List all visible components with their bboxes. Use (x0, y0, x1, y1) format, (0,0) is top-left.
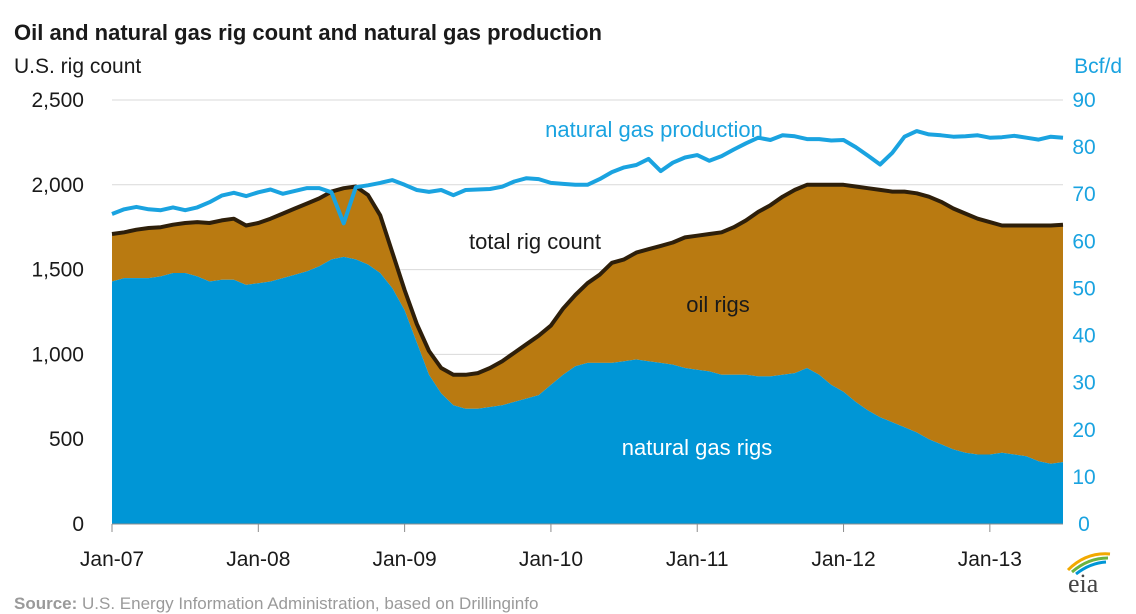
chart-title: Oil and natural gas rig count and natura… (14, 20, 602, 45)
eia-logo-swoosh-1 (1066, 552, 1111, 572)
left-axis-tick-label: 2,000 (31, 174, 84, 197)
x-axis-tick-label: Jan-09 (373, 548, 437, 571)
right-axis-unit: Bcf/d (1074, 55, 1122, 78)
left-axis-tick-label: 1,500 (31, 259, 84, 282)
left-axis-unit: U.S. rig count (14, 55, 142, 78)
right-axis-tick-label: 80 (1072, 136, 1095, 159)
natural-gas-rigs-label: natural gas rigs (622, 435, 772, 460)
eia-logo-swoosh-3 (1075, 560, 1107, 576)
right-axis-tick-label: 10 (1072, 466, 1095, 489)
left-axis-tick-label: 500 (49, 428, 84, 451)
right-axis-tick-label: 20 (1072, 419, 1095, 442)
total-rig-count-label: total rig count (469, 229, 601, 254)
natural-gas-production-line (111, 129, 1064, 226)
oil-rigs-label: oil rigs (686, 292, 750, 317)
source-text: U.S. Energy Information Administration, … (77, 594, 539, 613)
oil-rigs-area (112, 184, 1063, 464)
left-axis-tick-label: 0 (72, 513, 84, 536)
left-axis-tick-label: 1,000 (31, 343, 84, 366)
eia-logo-text: eia (1068, 569, 1099, 594)
x-axis-tick-label: Jan-13 (958, 548, 1022, 571)
eia-logo-swoosh-2 (1071, 556, 1109, 574)
left-axis-tick-label: 2,500 (31, 89, 84, 112)
right-axis-tick-label: 60 (1072, 230, 1095, 253)
eia-logo: eia (1066, 552, 1111, 594)
x-axis-tick-label: Jan-11 (666, 548, 729, 571)
source-label: Source: (14, 594, 78, 613)
x-axis-tick-label: Jan-12 (811, 548, 875, 571)
source-note: Source: U.S. Energy Information Administ… (14, 594, 538, 614)
right-axis-tick-label: 0 (1078, 513, 1090, 536)
right-axis-tick-label: 90 (1072, 89, 1095, 112)
right-axis-tick-label: 50 (1072, 277, 1095, 300)
right-axis-tick-label: 30 (1072, 372, 1095, 395)
natural-gas-production-label: natural gas production (545, 117, 763, 142)
x-axis-tick-label: Jan-08 (226, 548, 290, 571)
natural-gas-rigs-area (112, 256, 1063, 524)
x-axis-tick-label: Jan-10 (519, 548, 583, 571)
right-axis-tick-label: 40 (1072, 325, 1095, 348)
x-axis-tick-label: Jan-07 (80, 548, 144, 571)
total-rig-count-line (111, 182, 1064, 377)
right-axis-tick-label: 70 (1072, 183, 1095, 206)
